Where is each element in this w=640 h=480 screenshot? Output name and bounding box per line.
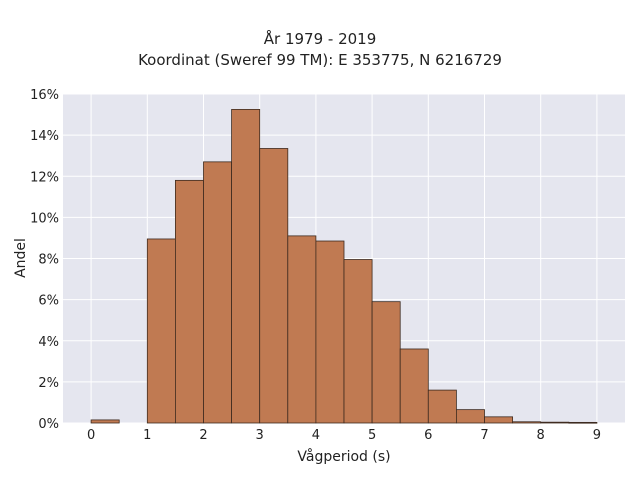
y-tick-label: 6% [38,294,59,309]
x-axis-label: Vågperiod (s) [297,448,390,465]
chart-title: År 1979 - 2019 [263,30,377,48]
y-tick-label: 12% [30,170,59,185]
x-tick-label: 9 [593,428,601,443]
x-tick-label: 1 [143,428,151,443]
y-tick-label: 0% [38,417,59,432]
y-tick-label: 4% [38,335,59,350]
histogram-bar [231,109,261,424]
y-tick-label: 16% [30,88,59,103]
y-tick-label: 10% [30,211,59,226]
x-tick-label: 7 [480,428,488,443]
histogram-bar [259,148,289,424]
histogram-bar [540,421,570,424]
y-axis-label: Andel [13,238,29,278]
x-axis-ticks: 0 1 2 3 4 5 6 7 8 9 [87,428,601,443]
x-tick-label: 3 [256,428,264,443]
x-tick-label: 2 [199,428,207,443]
histogram-bar [427,389,457,424]
histogram-bar [287,235,317,424]
histogram-bar [455,409,485,424]
histogram-bar [146,238,176,424]
y-axis-ticks: 0% 2% 4% 6% 8% 10% 12% 14% 16% [30,88,59,432]
x-tick-label: 4 [312,428,320,443]
histogram-bar [90,419,120,424]
histogram-bar [512,421,542,424]
histogram-bar [315,240,345,424]
histogram-bar [343,259,373,424]
histogram-bar [174,179,204,424]
histogram-bar [399,348,429,424]
histogram-bar [568,421,598,424]
histogram-bar [371,301,401,424]
x-tick-label: 6 [424,428,432,443]
x-tick-label: 0 [87,428,95,443]
x-tick-label: 8 [537,428,545,443]
histogram-bar [484,416,514,424]
bars [90,109,598,424]
y-tick-label: 2% [38,376,59,391]
histogram-bar [203,161,233,424]
y-tick-label: 14% [30,129,59,144]
x-tick-label: 5 [368,428,376,443]
grid-lines [63,93,625,424]
y-tick-label: 8% [38,253,59,268]
chart-subtitle: Koordinat (Sweref 99 TM): E 353775, N 62… [138,51,502,69]
